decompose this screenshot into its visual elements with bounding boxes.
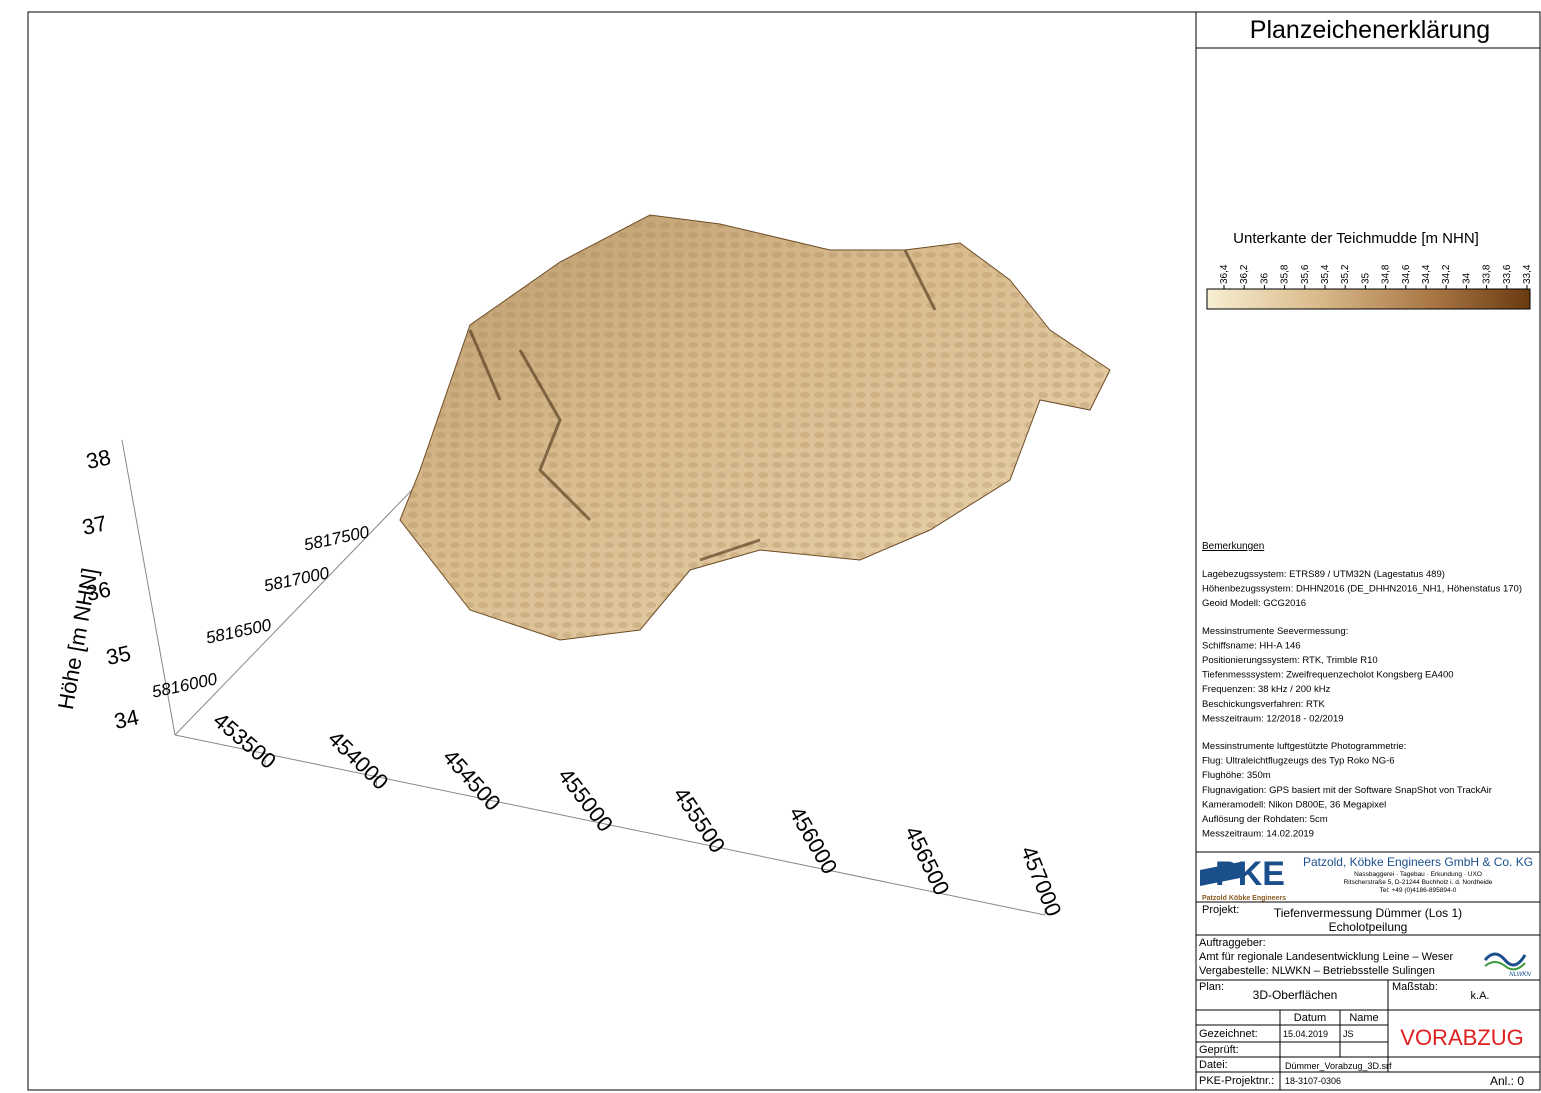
remark-line: Flug: Ultraleichtflugzeugs des Typ Roko … bbox=[1202, 756, 1395, 767]
remark-line: Messinstrumente luftgestützte Photogramm… bbox=[1202, 741, 1406, 752]
x-tick-label: 454500 bbox=[438, 744, 506, 815]
logo-sub: Patzold Köbke Engineers bbox=[1202, 895, 1286, 902]
company: Patzold, Köbke Engineers GmbH & Co. KG bbox=[1303, 855, 1533, 869]
colorbar-label: 33,8 bbox=[1482, 264, 1493, 284]
x-tick-label: 453500 bbox=[209, 707, 281, 773]
colorbar-label: 35,4 bbox=[1320, 264, 1331, 284]
colorbar-title: Unterkante der Teichmudde [m NHN] bbox=[1233, 230, 1479, 247]
client-label: Auftraggeber: bbox=[1199, 937, 1266, 949]
remark-line: Flughöhe: 350m bbox=[1202, 770, 1271, 781]
file-label: Datei: bbox=[1199, 1059, 1228, 1071]
plan-label: Plan: bbox=[1199, 981, 1224, 993]
x-axis bbox=[174, 734, 1046, 916]
colorbar-label: 34 bbox=[1461, 272, 1472, 284]
drawn-date: 15.04.2019 bbox=[1283, 1029, 1328, 1039]
z-tick-label: 36 bbox=[84, 576, 113, 606]
z-tick-label: 37 bbox=[80, 510, 109, 540]
company-line: Ritscherstraße 5, D-21244 Buchholz i. d.… bbox=[1344, 879, 1493, 886]
colorbar-label: 35,2 bbox=[1340, 264, 1351, 284]
plan: 3D-Oberflächen bbox=[1253, 988, 1338, 1002]
x-tick-label: 455000 bbox=[553, 763, 618, 836]
stamp: VORABZUG bbox=[1400, 1025, 1523, 1050]
drawn-name: JS bbox=[1343, 1029, 1354, 1039]
logo: PKE bbox=[1215, 855, 1285, 893]
awarding: Vergabestelle: NLWKN – Betriebsstelle Su… bbox=[1199, 965, 1435, 977]
remark-line: Geoid Modell: GCG2016 bbox=[1202, 598, 1306, 609]
company-line: Tel: +49 (0)4186-895894-0 bbox=[1380, 887, 1457, 894]
y-tick-label: 5817500 bbox=[302, 522, 371, 554]
remark-line: Frequenzen: 38 kHz / 200 kHz bbox=[1202, 684, 1331, 695]
x-tick-label: 455500 bbox=[669, 783, 731, 858]
frame bbox=[27, 11, 1541, 1091]
projno-label: PKE-Projektnr.: bbox=[1199, 1075, 1274, 1087]
project: Tiefenvermessung Dümmer (Los 1) bbox=[1274, 906, 1462, 920]
colorbar-label: 35,6 bbox=[1300, 264, 1311, 284]
x-tick-label: 457000 bbox=[1016, 842, 1067, 919]
remark-line: Positionierungssystem: RTK, Trimble R10 bbox=[1202, 655, 1378, 666]
colorbar-label: 36,2 bbox=[1239, 264, 1250, 284]
file: Dümmer_Vorabzug_3D.srf bbox=[1285, 1061, 1392, 1071]
remark-line: Beschickungsverfahren: RTK bbox=[1202, 699, 1326, 710]
colorbar-label: 35 bbox=[1360, 272, 1371, 284]
legend-title: Planzeichenerklärung bbox=[1250, 16, 1490, 44]
remark-line: Messzeitraum: 12/2018 - 02/2019 bbox=[1202, 713, 1344, 724]
client-logo: NLWKN bbox=[1509, 972, 1531, 978]
remark-line: Messinstrumente Seevermessung: bbox=[1202, 626, 1348, 637]
colorbar-label: 36 bbox=[1259, 272, 1270, 284]
z-tick-label: 34 bbox=[112, 704, 141, 734]
company-line: Nassbaggerei · Tagebau · Erkundung · UXO bbox=[1354, 871, 1482, 878]
name-head: Name bbox=[1349, 1012, 1378, 1024]
remark-line: Höhenbezugssystem: DHHN2016 (DE_DHHN2016… bbox=[1202, 584, 1522, 595]
remark-line: Flugnavigation: GPS basiert mit der Soft… bbox=[1202, 785, 1492, 796]
remarks-heading: Bemerkungen bbox=[1202, 541, 1264, 552]
terrain-surface bbox=[399, 214, 1111, 641]
annex: Anl.: 0 bbox=[1490, 1074, 1524, 1088]
x-tick-label: 456500 bbox=[900, 822, 955, 899]
colorbar-label: 34,4 bbox=[1421, 264, 1432, 284]
remark-line: Messzeitraum: 14.02.2019 bbox=[1202, 829, 1314, 840]
projno: 18-3107-0306 bbox=[1285, 1076, 1341, 1086]
client: Amt für regionale Landesentwicklung Lein… bbox=[1199, 951, 1454, 963]
date-head: Datum bbox=[1294, 1012, 1326, 1024]
title-block: PKE Patzold Köbke Engineers Patzold, Köb… bbox=[1196, 851, 1540, 1090]
remark-line: Schiffsname: HH-A 146 bbox=[1202, 640, 1301, 651]
remark-line: Kameramodell: Nikon D800E, 36 Megapixel bbox=[1202, 799, 1386, 810]
remark-line: Tiefenmesssystem: Zweifrequenzecholot Ko… bbox=[1202, 670, 1454, 681]
z-tick-label: 35 bbox=[104, 640, 133, 670]
y-tick-label: 5816000 bbox=[150, 669, 219, 701]
drawn-label: Gezeichnet: bbox=[1199, 1028, 1258, 1040]
colorbar bbox=[1206, 288, 1531, 310]
z-tick-label: 38 bbox=[84, 444, 113, 474]
z-axis bbox=[121, 439, 176, 736]
colorbar-label: 35,8 bbox=[1280, 264, 1291, 284]
colorbar-label: 34,6 bbox=[1401, 264, 1412, 284]
remark-line: Auflösung der Rohdaten: 5cm bbox=[1202, 814, 1328, 825]
y-tick-label: 5816500 bbox=[204, 615, 273, 647]
scale: k.A. bbox=[1471, 990, 1490, 1002]
y-tick-label: 5817000 bbox=[262, 563, 331, 595]
scale-label: Maßstab: bbox=[1392, 981, 1438, 993]
project-sub: Echolotpeilung bbox=[1329, 920, 1408, 934]
checked-label: Geprüft: bbox=[1199, 1044, 1239, 1056]
colorbar-label: 33,4 bbox=[1522, 264, 1533, 284]
x-tick-label: 454000 bbox=[323, 726, 393, 795]
remark-line: Lagebezugssystem: ETRS89 / UTM32N (Lages… bbox=[1202, 569, 1445, 580]
colorbar-label: 36,4 bbox=[1219, 264, 1230, 284]
colorbar-label: 34,8 bbox=[1381, 264, 1392, 284]
project-label: Projekt: bbox=[1202, 904, 1239, 916]
colorbar-label: 33,6 bbox=[1502, 264, 1513, 284]
colorbar-label: 34,2 bbox=[1441, 264, 1452, 284]
